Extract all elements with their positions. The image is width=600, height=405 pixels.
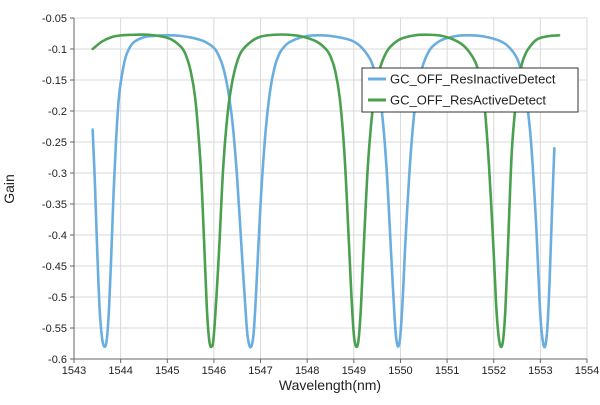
legend: GC_OFF_ResInactiveDetect GC_OFF_ResActiv…: [361, 67, 579, 113]
x-tick-label: 1545: [155, 365, 179, 377]
legend-label-resinactive: GC_OFF_ResInactiveDetect: [390, 72, 556, 87]
x-tick-label: 1546: [202, 365, 226, 377]
y-tick-label: -0.35: [42, 199, 67, 211]
y-tick-label: -0.25: [42, 137, 67, 149]
y-tick-label: -0.6: [48, 354, 67, 366]
axes: [70, 17, 588, 363]
x-tick-label: 1550: [388, 365, 412, 377]
y-tick-label: -0.15: [42, 75, 67, 87]
x-tick-label: 1544: [108, 365, 132, 377]
x-tick-label: 1543: [62, 365, 86, 377]
y-tick-label: -0.45: [42, 261, 67, 273]
y-tick-label: -0.2: [48, 106, 67, 118]
x-tick-label: 1551: [435, 365, 459, 377]
y-tick-label: -0.1: [48, 44, 67, 56]
series-line-resactive: [91, 33, 561, 349]
x-tick-label: 1554: [575, 365, 599, 377]
y-tick-labels: -0.05 -0.1 -0.15 -0.2 -0.25 -0.3 -0.35 -0.4 -0.4…: [42, 13, 67, 366]
x-tick-labels: 1543 1544 1545 1546 1547 1548 1549 1550 1551 1552…: [62, 365, 599, 377]
series-lines: [91, 33, 561, 349]
y-axis-title: Gain: [1, 174, 17, 204]
x-tick-label: 1549: [342, 365, 366, 377]
y-tick-label: -0.05: [42, 13, 67, 25]
legend-label-resactive: GC_OFF_ResActiveDetect: [390, 93, 546, 108]
y-tick-label: -0.3: [48, 168, 67, 180]
y-tick-label: -0.5: [48, 292, 67, 304]
y-tick-label: -0.4: [48, 230, 67, 242]
x-tick-label: 1547: [248, 365, 272, 377]
x-tick-label: 1548: [295, 365, 319, 377]
legend-box: [361, 67, 579, 113]
x-axis-title: Wavelength(nm): [279, 377, 381, 393]
x-tick-label: 1552: [481, 365, 505, 377]
x-tick-label: 1553: [528, 365, 552, 377]
y-tick-label: -0.55: [42, 323, 67, 335]
